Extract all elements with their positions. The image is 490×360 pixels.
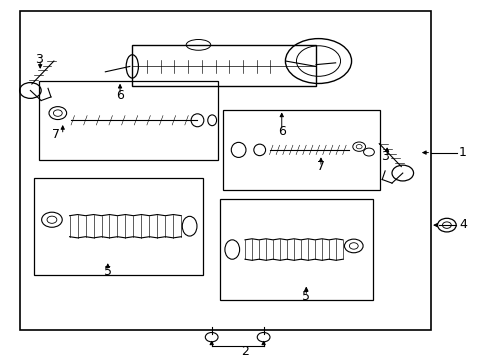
Text: 7: 7 <box>52 128 60 141</box>
Text: 4: 4 <box>459 218 467 231</box>
Text: 7: 7 <box>317 161 325 174</box>
Text: 1: 1 <box>459 146 467 159</box>
Text: 3: 3 <box>35 53 43 66</box>
Bar <box>132 45 316 86</box>
Bar <box>34 178 203 275</box>
Text: 6: 6 <box>116 89 124 102</box>
Bar <box>20 11 431 330</box>
Text: 3: 3 <box>381 150 389 163</box>
Bar <box>39 81 218 160</box>
Text: 6: 6 <box>278 125 286 138</box>
Text: 2: 2 <box>241 345 249 358</box>
Text: 5: 5 <box>302 290 310 303</box>
Bar <box>220 199 373 300</box>
Text: 5: 5 <box>104 265 112 278</box>
Bar <box>223 109 380 190</box>
